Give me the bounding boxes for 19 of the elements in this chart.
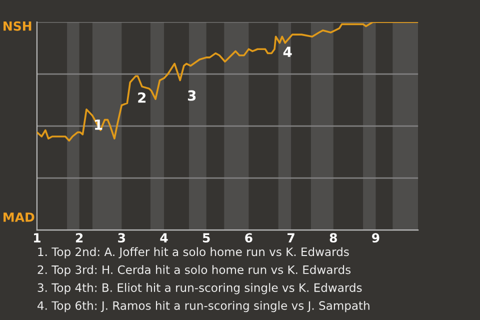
x-tick-label: 8 bbox=[330, 233, 337, 243]
text: 3. Top 4th: B. Eliot hit a run-scoring single vs K. Edwards bbox=[38, 283, 362, 294]
text: 2. Top 3rd: H. Cerda hit a solo home run vs K. Edwards bbox=[38, 265, 351, 276]
annotation: 4 bbox=[283, 46, 292, 57]
x-tick-label: 2 bbox=[76, 233, 83, 242]
x-tick-label: 3 bbox=[118, 233, 126, 243]
annotation: 1 bbox=[95, 120, 102, 130]
x-tick-label: 5 bbox=[202, 233, 210, 243]
text: MAD bbox=[4, 212, 34, 222]
annotation: 3 bbox=[188, 90, 196, 101]
text: 4. Top 6th: J. Ramos hit a run-scoring single vs J. Sampath bbox=[38, 300, 370, 312]
text: NSH bbox=[4, 21, 32, 31]
x-tick-label: 6 bbox=[245, 233, 252, 243]
x-tick-label: 9 bbox=[372, 233, 380, 243]
x-tick-label: 1 bbox=[34, 233, 40, 242]
annotation: 2 bbox=[138, 92, 146, 103]
x-tick-label: 4 bbox=[160, 233, 168, 242]
text: 1. Top 2nd: A. Joffer hit a solo home run vs K. Edwards bbox=[38, 247, 349, 258]
x-tick-label: 7 bbox=[288, 233, 294, 242]
